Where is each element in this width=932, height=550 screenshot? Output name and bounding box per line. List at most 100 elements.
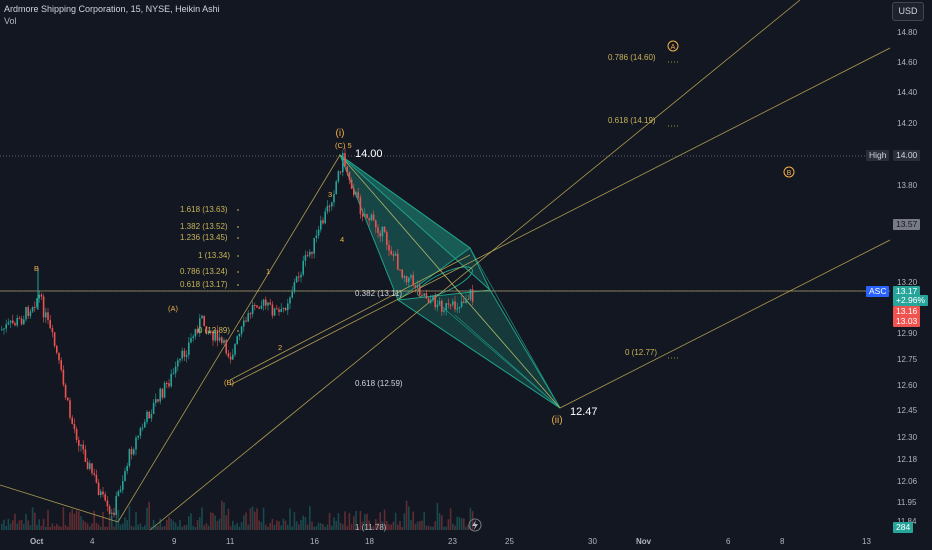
candle-body — [436, 304, 439, 308]
circle-label-b-text: B — [787, 170, 792, 177]
volume-bar — [331, 525, 333, 530]
candle-body — [157, 399, 159, 402]
volume-bar — [89, 526, 91, 530]
candle-body — [106, 500, 109, 507]
volume-bar — [194, 526, 197, 530]
volume-bar — [392, 521, 395, 530]
volume-bar — [172, 520, 175, 530]
volume-bar — [95, 522, 98, 530]
candle-body — [38, 294, 40, 299]
fib-level-label: 1.618 (13.63) — [180, 205, 228, 214]
volume-bar — [322, 524, 324, 530]
candle-body — [254, 305, 256, 307]
volume-bar — [75, 510, 78, 530]
volume-bar — [115, 519, 117, 530]
last-price-tag: 13.17 — [893, 286, 921, 297]
candle-body — [185, 354, 188, 357]
candle-body — [452, 301, 454, 305]
wave-label-3: 3 — [328, 190, 332, 199]
candle-body — [190, 337, 192, 343]
candle-body — [183, 350, 186, 357]
candle-body — [247, 313, 249, 322]
time-axis-label: 6 — [726, 537, 731, 546]
high-tag-value: 14.00 — [893, 150, 921, 161]
candle-body — [31, 307, 34, 312]
candle-body — [262, 299, 265, 306]
volume-bar — [432, 526, 434, 530]
volume-bar — [375, 519, 377, 530]
candle-body — [311, 251, 313, 254]
candle-body — [344, 153, 346, 167]
volume-bar — [150, 526, 153, 530]
volume-bar — [282, 518, 285, 530]
candle-body — [232, 354, 234, 360]
price-axis-label: 12.45 — [897, 406, 918, 415]
candle-body — [7, 322, 10, 325]
candle-body — [381, 226, 384, 237]
candle-body — [56, 346, 58, 353]
volume-bar — [166, 519, 168, 530]
volume-bar — [357, 526, 359, 530]
volume-bar — [394, 512, 397, 530]
time-axis-label: 8 — [780, 537, 785, 546]
volume-bar — [436, 502, 439, 530]
candle-body — [194, 329, 197, 337]
candle-body — [282, 308, 285, 310]
candle-body — [1, 329, 3, 331]
candle-body — [240, 326, 243, 334]
candle-body — [449, 304, 452, 306]
candle-body — [179, 358, 181, 361]
candle-body — [361, 213, 364, 217]
volume-bar — [14, 513, 16, 530]
peak-price-label: 14.00 — [355, 148, 383, 160]
volume-bar — [36, 524, 38, 530]
volume-bar — [302, 515, 304, 530]
trend-line — [339, 154, 561, 409]
volume-bar — [7, 518, 10, 530]
candle-body — [368, 218, 370, 221]
volume-bar — [463, 518, 465, 530]
time-axis-label: 23 — [448, 537, 457, 546]
volume-bar — [34, 512, 36, 530]
volume-bar — [289, 508, 291, 530]
volume-bar — [69, 512, 71, 530]
candle-body — [421, 295, 423, 297]
symbol-title[interactable]: Ardmore Shipping Corporation, 15, NYSE, … — [4, 4, 220, 14]
candle-body — [216, 330, 219, 341]
volume-bar — [465, 526, 467, 530]
volume-bar — [238, 526, 241, 530]
volume-bar — [300, 519, 302, 530]
fib-level-label: 0.382 (13.11) — [355, 289, 402, 298]
volume-bar — [102, 512, 104, 530]
candle-body — [443, 310, 445, 312]
volume-bar — [223, 502, 225, 530]
volume-bar — [119, 524, 122, 530]
candle-body — [280, 309, 282, 312]
volume-bar — [405, 500, 408, 530]
volume-bar — [458, 517, 461, 530]
candle-body — [427, 298, 430, 303]
triangle-side — [339, 154, 491, 291]
candle-body — [317, 229, 320, 236]
candle-body — [416, 285, 419, 288]
candle-body — [119, 489, 122, 492]
volume-bar — [9, 523, 12, 530]
wave-label-4: 4 — [340, 235, 344, 244]
volume-bar — [236, 522, 238, 530]
volume-bar — [348, 512, 351, 530]
volume-bar — [249, 508, 252, 530]
trend-line — [229, 254, 471, 381]
volume-bar — [471, 511, 474, 530]
volume-bar — [317, 522, 320, 530]
volume-bar — [399, 521, 401, 530]
volume-bar — [141, 526, 144, 530]
candle-body — [188, 342, 190, 355]
currency-button[interactable]: USD — [892, 2, 924, 21]
volume-bar — [366, 513, 368, 530]
candle-body — [91, 463, 93, 474]
candle-body — [456, 308, 458, 310]
volume-bar — [361, 521, 364, 530]
volume-bar — [218, 518, 221, 530]
volume-bar — [5, 525, 7, 530]
